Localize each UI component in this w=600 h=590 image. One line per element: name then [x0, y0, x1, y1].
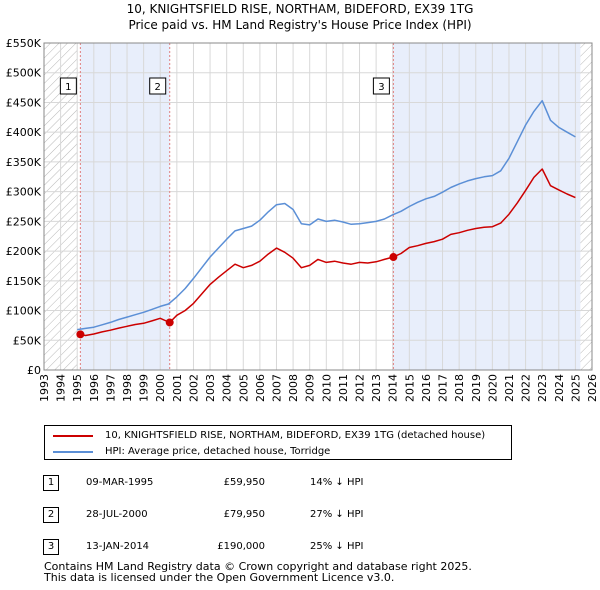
x-tick-label: 2023	[536, 374, 549, 402]
chart-subtitle: Price paid vs. HM Land Registry's House …	[128, 18, 472, 32]
y-tick-label: £350K	[6, 156, 42, 169]
sale-marker-box	[372, 77, 390, 95]
sale-number-badge: 1	[43, 475, 59, 491]
sale-date: 28-JUL-2000	[86, 509, 148, 520]
y-tick-label: £0	[27, 364, 41, 377]
chart-title: 10, KNIGHTSFIELD RISE, NORTHAM, BIDEFORD…	[126, 2, 474, 16]
sale-marker-label: 1	[65, 82, 71, 93]
sale-date: 13-JAN-2014	[86, 541, 150, 552]
y-tick-label: £100K	[6, 305, 42, 318]
shaded-range	[80, 43, 170, 370]
x-tick-label: 1998	[121, 374, 134, 402]
chart-legend: 10, KNIGHTSFIELD RISE, NORTHAM, BIDEFORD…	[44, 425, 512, 460]
x-tick-label: 2006	[254, 374, 267, 402]
sale-price: £190,000	[217, 541, 265, 552]
sale-date: 09-MAR-1995	[86, 477, 154, 488]
x-tick-label: 2009	[304, 374, 317, 402]
sale-point	[389, 253, 398, 262]
x-tick-label: 2001	[171, 374, 184, 402]
x-tick-label: 1993	[38, 374, 51, 402]
x-tick-label: 2010	[320, 374, 333, 402]
x-tick-label: 2016	[420, 374, 433, 402]
y-tick-label: £250K	[6, 215, 42, 228]
sale-row: 2 28-JUL-2000 £79,950 27% ↓ HPI	[0, 505, 600, 525]
x-tick-label: 2015	[403, 374, 416, 402]
y-tick-label: £150K	[6, 275, 42, 288]
legend-line-hpi	[53, 451, 93, 453]
x-tick-label: 2017	[437, 374, 450, 402]
y-tick-label: £300K	[6, 186, 42, 199]
y-tick-label: £450K	[6, 96, 42, 109]
x-tick-label: 1996	[88, 374, 101, 402]
x-tick-label: 2022	[520, 374, 533, 402]
hpi-line	[77, 99, 576, 331]
x-tick-label: 2007	[270, 374, 283, 402]
y-tick-label: £50K	[13, 334, 42, 347]
x-tick-label: 1999	[138, 374, 151, 402]
x-tick-label: 1994	[55, 374, 68, 402]
sale-marker-label: 2	[155, 82, 161, 93]
sale-point	[165, 318, 174, 327]
x-tick-label: 2026	[586, 374, 599, 402]
y-tick-label: £200K	[6, 245, 42, 258]
sale-marker-box	[59, 77, 77, 95]
x-tick-label: 2012	[354, 374, 367, 402]
sale-price: £79,950	[223, 509, 265, 520]
x-tick-label: 2019	[470, 374, 483, 402]
sale-hpi-diff: 14% ↓ HPI	[310, 477, 364, 488]
sale-hpi-diff: 27% ↓ HPI	[310, 509, 364, 520]
price-chart: 1 2 3 £0 £50K £100K £150K £200K £250K £300K £350K £…	[6, 37, 599, 402]
x-tick-label: 2014	[387, 374, 400, 402]
sale-row: 1 09-MAR-1995 £59,950 14% ↓ HPI	[0, 473, 600, 493]
footer-licence: This data is licensed under the Open Gov…	[44, 571, 395, 584]
y-tick-label: £500K	[6, 67, 42, 80]
legend-label-hpi: HPI: Average price, detached house, Torr…	[105, 446, 331, 457]
plot-border	[43, 42, 593, 371]
sale-price: £59,950	[223, 477, 265, 488]
x-tick-label: 2020	[486, 374, 499, 402]
sale-hpi-diff: 25% ↓ HPI	[310, 541, 364, 552]
x-tick-label: 2002	[187, 374, 200, 402]
y-tick-label: £400K	[6, 126, 42, 139]
shaded-range	[393, 43, 581, 370]
x-tick-label: 2024	[553, 374, 566, 402]
legend-line-property	[53, 435, 93, 437]
legend-label-property: 10, KNIGHTSFIELD RISE, NORTHAM, BIDEFORD…	[105, 430, 486, 441]
sale-number-badge: 3	[43, 539, 59, 555]
x-tick-label: 2025	[569, 374, 582, 402]
x-tick-label: 2000	[154, 374, 167, 402]
x-tick-label: 2011	[337, 374, 350, 402]
sale-marker-label: 3	[378, 82, 384, 93]
sale-point	[76, 330, 85, 339]
sale-number-badge: 2	[43, 507, 59, 523]
x-tick-label: 2004	[221, 374, 234, 402]
footer-text: Contains HM Land Registry data © Crown c…	[44, 561, 472, 583]
x-tick-label: 2005	[237, 374, 250, 402]
x-tick-label: 2008	[287, 374, 300, 402]
sale-marker-box	[149, 77, 167, 95]
sale-row: 3 13-JAN-2014 £190,000 25% ↓ HPI	[0, 537, 600, 557]
x-tick-label: 1995	[71, 374, 84, 402]
y-tick-label: £550K	[6, 37, 42, 50]
x-tick-label: 2013	[370, 374, 383, 402]
x-tick-label: 1997	[104, 374, 117, 402]
x-tick-label: 2018	[453, 374, 466, 402]
property-price-line	[80, 168, 576, 337]
hatched-range	[580, 43, 592, 370]
x-tick-label: 2003	[204, 374, 217, 402]
x-tick-label: 2021	[503, 374, 516, 402]
footer-copyright: Contains HM Land Registry data © Crown c…	[44, 560, 472, 573]
